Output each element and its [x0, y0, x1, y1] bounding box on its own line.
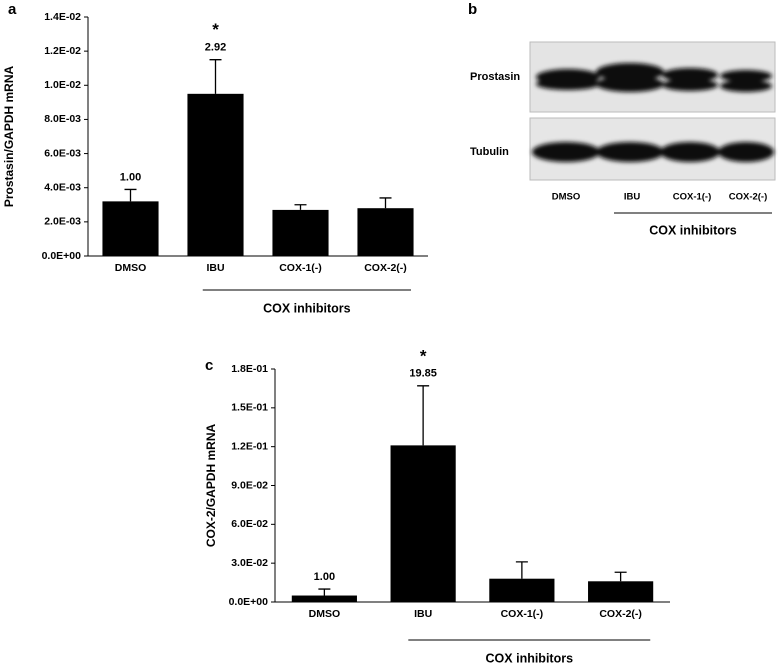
bar [588, 581, 654, 602]
error-bar [417, 385, 430, 446]
x-tick-label: IBU [206, 262, 224, 274]
fold-label: 19.85 [409, 368, 437, 380]
error-bar [614, 571, 627, 582]
bar [102, 201, 159, 256]
y-tick-label: 1.5E-01 [231, 402, 268, 414]
error-bar [209, 59, 222, 94]
x-tick-label: COX-1(-) [279, 262, 322, 274]
fold-label: 1.00 [314, 571, 335, 583]
y-tick-label: 2.0E-03 [44, 216, 81, 228]
y-axis-label: COX-2/GAPDH mRNA [204, 424, 218, 548]
bar [489, 578, 555, 602]
x-tick-label: DMSO [309, 608, 341, 620]
y-tick-label: 1.4E-02 [44, 11, 81, 23]
error-bar [124, 188, 137, 202]
y-tick-label: 6.0E-02 [231, 518, 268, 530]
fold-label: 1.00 [120, 171, 141, 183]
x-tick-label: IBU [414, 608, 432, 620]
row-label: Prostasin [470, 71, 520, 83]
y-tick-label: 6.0E-03 [44, 147, 81, 159]
lane-label: DMSO [552, 192, 581, 203]
bar [291, 595, 357, 602]
y-axis-label: Prostasin/GAPDH mRNA [2, 65, 16, 207]
x-tick-label: COX-2(-) [599, 608, 642, 620]
bar [357, 208, 414, 256]
y-tick-label: 9.0E-02 [231, 479, 268, 491]
band [532, 142, 600, 162]
group-label: COX inhibitors [263, 301, 351, 315]
x-tick-label: COX-1(-) [501, 608, 544, 620]
error-bar [379, 197, 392, 209]
x-tick-label: COX-2(-) [364, 262, 407, 274]
y-tick-label: 1.0E-02 [44, 79, 81, 91]
lane-label: COX-2(-) [729, 192, 768, 203]
band [660, 142, 720, 162]
error-bar [294, 204, 307, 210]
band [718, 142, 774, 162]
y-tick-label: 1.2E-01 [231, 440, 268, 452]
y-tick-label: 8.0E-03 [44, 113, 81, 125]
blot: Prostasin Tubulin DMSO IBU COX-1(-) COX-… [470, 41, 776, 237]
band [662, 68, 718, 82]
error-bar [318, 588, 331, 596]
band [596, 142, 664, 162]
bar [272, 209, 329, 256]
panel-label: c [205, 357, 213, 374]
band [720, 70, 772, 82]
lane-label: IBU [624, 192, 641, 203]
x-tick-label: DMSO [115, 262, 147, 274]
significance: * [212, 20, 219, 39]
group-label: COX inhibitors [649, 223, 737, 237]
band [720, 80, 772, 92]
lane-label: COX-1(-) [673, 192, 712, 203]
y-tick-label: 1.8E-01 [231, 363, 268, 375]
error-bar [515, 561, 528, 579]
fold-label: 2.92 [205, 42, 226, 54]
y-tick-label: 1.2E-02 [44, 45, 81, 57]
panel-label: b [468, 1, 477, 18]
y-tick-label: 0.0E+00 [229, 596, 269, 608]
y-tick-label: 0.0E+00 [42, 250, 82, 262]
panel-label: a [8, 1, 17, 18]
band [662, 79, 718, 91]
row-label: Tubulin [470, 146, 509, 158]
group-label: COX inhibitors [486, 651, 574, 665]
bar [187, 93, 244, 256]
band [596, 63, 664, 81]
y-tick-label: 4.0E-03 [44, 181, 81, 193]
y-tick-label: 3.0E-02 [231, 557, 268, 569]
significance: * [420, 346, 427, 365]
band [596, 76, 664, 92]
bar [390, 445, 456, 602]
band [536, 78, 600, 90]
